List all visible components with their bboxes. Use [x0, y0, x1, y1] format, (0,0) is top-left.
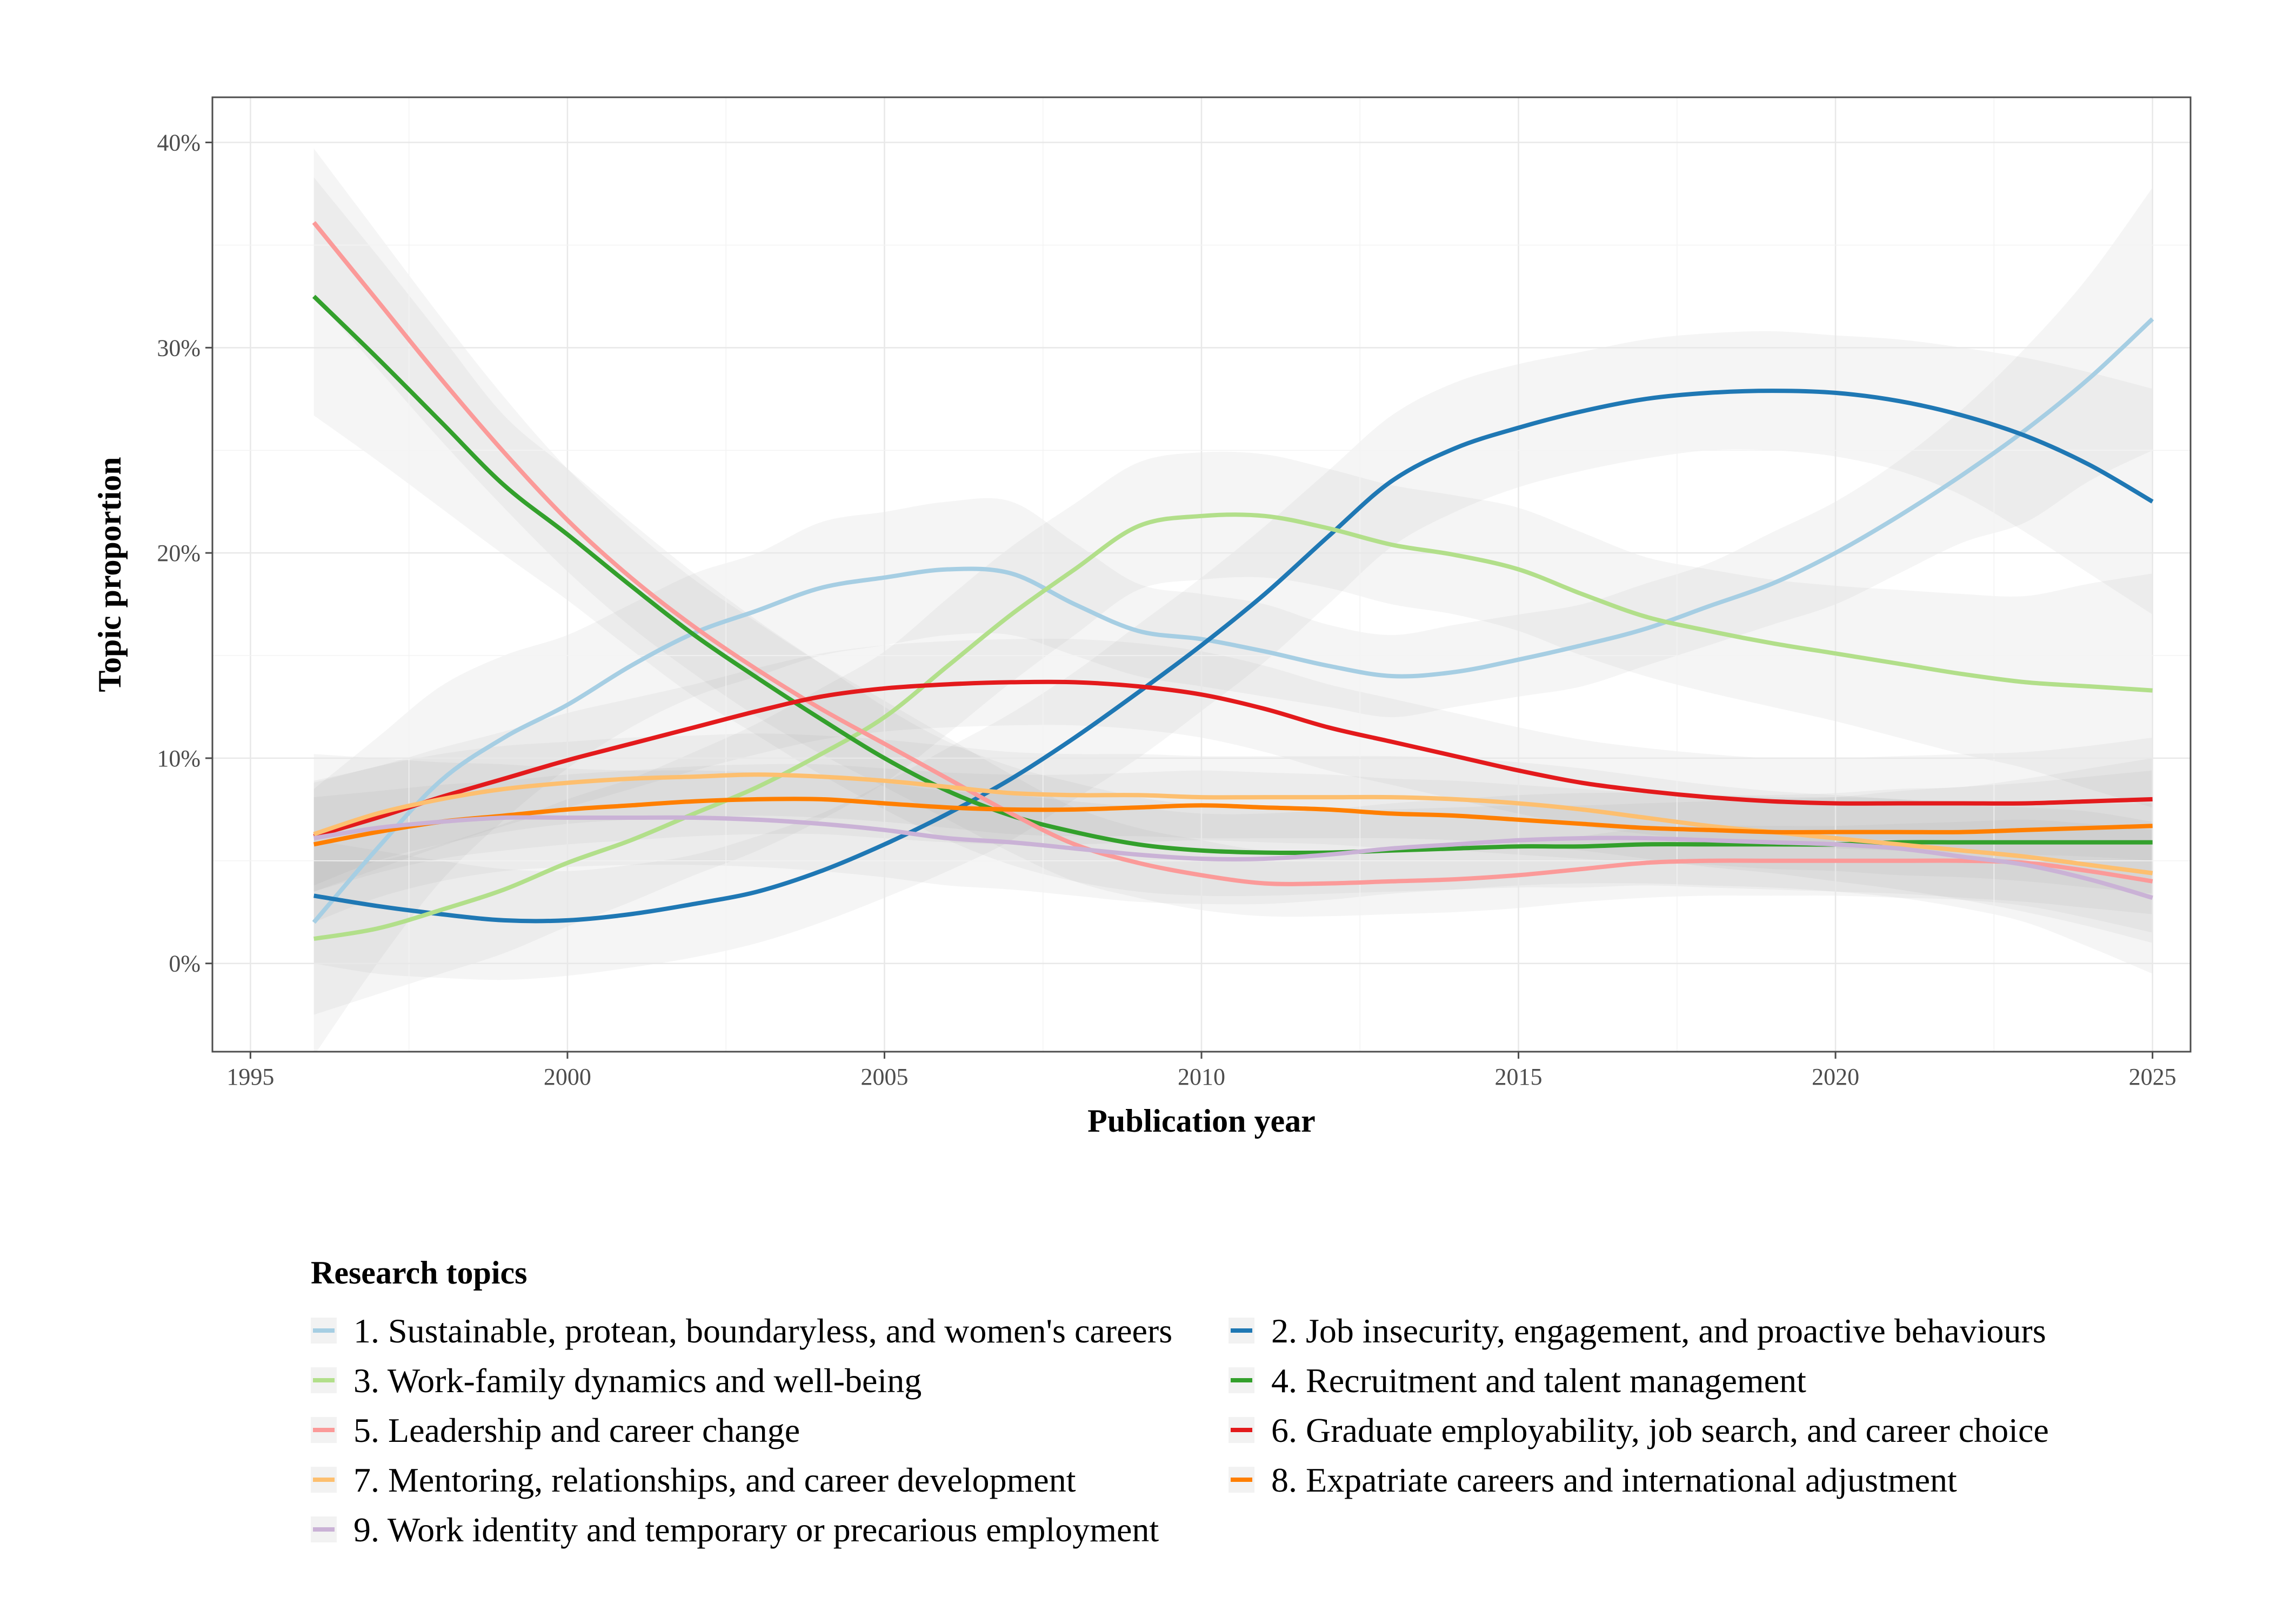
legend-label: 9. Work identity and temporary or precar…: [353, 1511, 1159, 1549]
legend-label: 6. Graduate employability, job search, a…: [1271, 1411, 2049, 1449]
legend-label: 7. Mentoring, relationships, and career …: [353, 1461, 1076, 1499]
x-axis-title: Publication year: [1087, 1103, 1316, 1139]
series-line-7: [313, 772, 2153, 876]
x-tick-label: 2015: [1495, 1064, 1543, 1090]
legend: 1. Sustainable, protean, boundaryless, a…: [311, 1312, 2049, 1549]
grid: [212, 97, 2191, 1052]
x-tick-label: 2005: [860, 1064, 908, 1090]
x-tick-label: 2020: [1812, 1064, 1859, 1090]
series-line-1: [312, 317, 2154, 924]
y-tick-label: 0%: [169, 951, 201, 977]
y-tick-label: 40%: [157, 130, 201, 156]
legend-label: 3. Work-family dynamics and well-being: [353, 1361, 922, 1400]
y-tick-label: 10%: [157, 745, 201, 772]
legend-label: 1. Sustainable, protean, boundaryless, a…: [353, 1312, 1172, 1350]
legend-label: 2. Job insecurity, engagement, and proac…: [1271, 1312, 2046, 1350]
y-axis-title: Topic proportion: [92, 457, 128, 692]
series-lines: [312, 221, 2154, 941]
legend-label: 8. Expatriate careers and international …: [1271, 1461, 1957, 1499]
x-tick-label: 1995: [226, 1064, 274, 1090]
x-tick-label: 2025: [2129, 1064, 2176, 1090]
confidence-band-7: [313, 733, 2153, 943]
x-tick-label: 2000: [544, 1064, 591, 1090]
confidence-band-4: [313, 177, 2153, 914]
series-line-2: [313, 389, 2154, 924]
legend-label: 4. Recruitment and talent management: [1271, 1361, 1806, 1400]
series-line-8: [313, 797, 2153, 847]
confidence-band-9: [313, 754, 2153, 974]
y-axis-ticks: 0% 10% 20% 30% 40%: [157, 130, 212, 977]
x-tick-label: 2010: [1178, 1064, 1225, 1090]
series-line-3: [313, 512, 2153, 941]
series-line-6: [313, 679, 2153, 839]
legend-title: Research topics: [311, 1255, 528, 1291]
confidence-band-3: [313, 451, 2153, 1015]
y-tick-label: 30%: [157, 335, 201, 361]
y-tick-label: 20%: [157, 540, 201, 566]
legend-label: 5. Leadership and career change: [353, 1411, 800, 1449]
x-axis-ticks: 1995 2000 2005 2010 2015 2020 2025: [226, 1052, 2176, 1090]
series-line-9: [313, 815, 2153, 900]
series-line-5: [312, 221, 2153, 886]
confidence-band-5: [313, 148, 2153, 933]
